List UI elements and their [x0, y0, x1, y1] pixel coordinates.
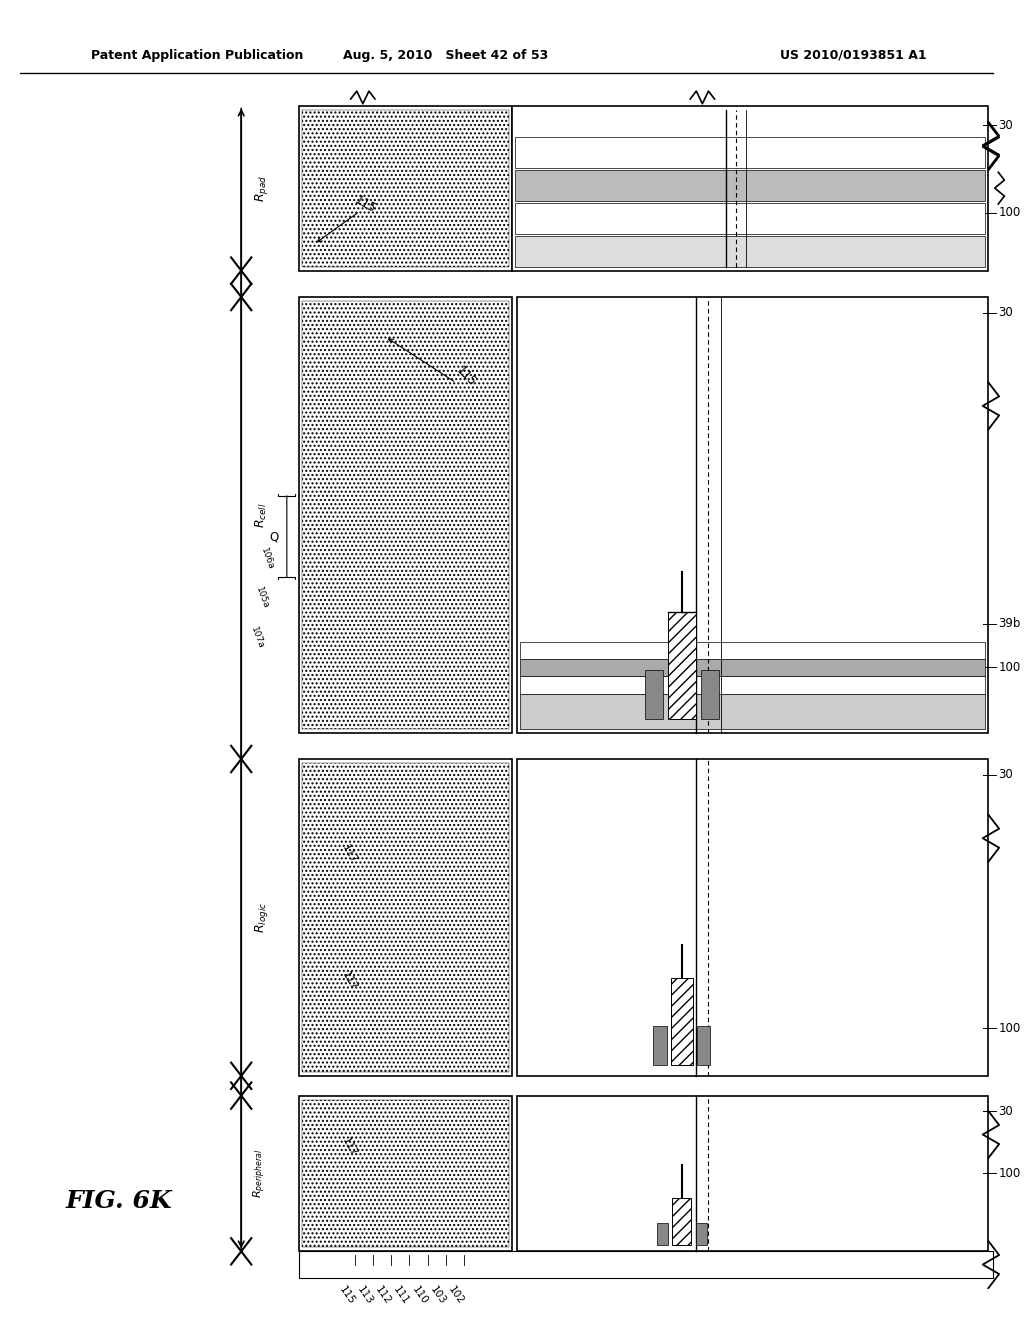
Bar [520, 642, 985, 659]
Text: $R_{logic}$: $R_{logic}$ [253, 902, 270, 933]
Text: 39b: 39b [998, 618, 1021, 630]
Text: Patent Application Publication: Patent Application Publication [91, 49, 303, 62]
Text: 110: 110 [410, 1284, 429, 1307]
Text: 105a: 105a [254, 586, 270, 610]
Bar [700, 671, 719, 719]
Text: 117: 117 [341, 1137, 359, 1158]
Text: $R_{cell}$: $R_{cell}$ [254, 502, 269, 528]
Bar [299, 297, 512, 733]
Bar [515, 203, 985, 234]
Bar [669, 611, 695, 719]
Bar [302, 1100, 509, 1247]
Text: Aug. 5, 2010   Sheet 42 of 53: Aug. 5, 2010 Sheet 42 of 53 [343, 49, 549, 62]
Bar [515, 137, 985, 168]
Text: 111: 111 [391, 1284, 412, 1307]
Text: 107a: 107a [249, 626, 265, 649]
Bar [302, 301, 509, 729]
Bar [520, 659, 985, 676]
Bar [672, 1197, 691, 1245]
Bar [520, 676, 985, 694]
Bar [512, 106, 988, 271]
Bar [299, 1251, 993, 1278]
Text: $R_{pad}$: $R_{pad}$ [253, 174, 270, 202]
Bar [302, 110, 509, 267]
Bar [517, 1096, 988, 1251]
Text: 115: 115 [337, 1284, 356, 1307]
Bar [299, 759, 512, 1076]
Bar [656, 1224, 669, 1245]
Bar [517, 297, 988, 733]
Text: US 2010/0193851 A1: US 2010/0193851 A1 [780, 49, 927, 62]
Text: 30: 30 [998, 119, 1013, 132]
Bar [302, 763, 509, 1072]
Bar [299, 106, 512, 271]
Text: 100: 100 [998, 206, 1021, 219]
Bar [515, 170, 985, 201]
Text: Q: Q [269, 531, 279, 543]
Text: 117: 117 [341, 970, 359, 991]
Bar [671, 978, 693, 1065]
Bar [515, 236, 985, 267]
Text: 115: 115 [454, 364, 479, 388]
Text: 103: 103 [428, 1284, 447, 1307]
Text: $R_{peripheral}$: $R_{peripheral}$ [251, 1148, 267, 1199]
Bar [517, 759, 988, 1076]
Text: 100: 100 [998, 1022, 1021, 1035]
Bar [520, 694, 985, 729]
Text: 106a: 106a [259, 546, 275, 570]
Bar [645, 671, 664, 719]
Text: 112: 112 [374, 1284, 393, 1307]
Text: 30: 30 [998, 1105, 1013, 1118]
Text: 100: 100 [998, 1167, 1021, 1180]
Text: 117: 117 [341, 843, 359, 865]
Bar [695, 1224, 708, 1245]
Text: FIG. 6K: FIG. 6K [66, 1189, 172, 1213]
Text: 113: 113 [355, 1284, 375, 1307]
Text: 100: 100 [998, 661, 1021, 673]
Text: 115: 115 [352, 193, 378, 216]
Bar [653, 1026, 667, 1065]
Bar [697, 1026, 711, 1065]
Text: 30: 30 [998, 306, 1013, 319]
Bar [299, 1096, 512, 1251]
Text: 102: 102 [446, 1284, 466, 1307]
Text: 30: 30 [998, 768, 1013, 781]
